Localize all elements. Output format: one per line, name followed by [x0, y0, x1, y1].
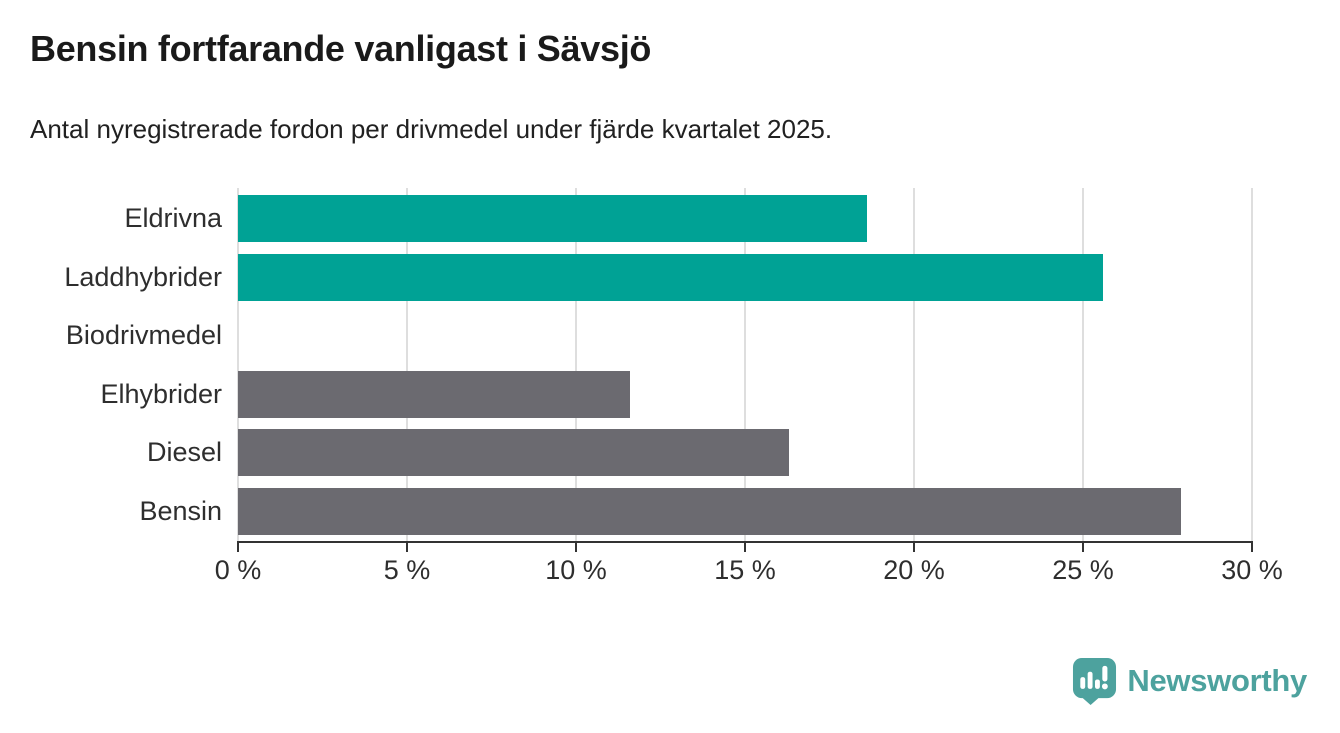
x-axis-tick-25	[1082, 543, 1084, 552]
bar-chart-plot-area: 0 % 5 % 10 % 15 % 20 % 25 % 30 %	[215, 188, 1283, 585]
x-axis-tick-10	[575, 543, 577, 552]
category-label-bensin: Bensin	[139, 496, 222, 526]
x-axis-tick-label-30: 30 %	[1221, 555, 1283, 585]
category-label-elhybrider: Elhybrider	[100, 378, 222, 409]
y-axis-category-labels: Eldrivna Laddhybrider Biodrivmedel Elhybrid…	[0, 188, 222, 541]
x-axis-tick-5	[406, 543, 408, 552]
gridline-10	[575, 188, 577, 541]
gridline-5	[406, 188, 408, 541]
gridline-25	[1082, 188, 1084, 541]
x-axis-tick-label-20: 20 %	[883, 555, 945, 585]
x-axis-tick-label-0: 0 %	[214, 555, 262, 585]
bar-eldrivna	[238, 195, 867, 242]
category-label-biodrivmedel: Biodrivmedel	[65, 320, 222, 351]
x-axis-tick-20	[913, 543, 915, 552]
x-axis-line	[237, 541, 1253, 543]
category-label-laddhybrider: Laddhybrider	[64, 261, 222, 292]
x-axis-tick-label-5: 5 %	[383, 555, 431, 585]
category-label-eldrivna: Eldrivna	[124, 203, 222, 233]
bar-laddhybrider	[238, 253, 1104, 301]
newsworthy-logo: Newsworthy	[1072, 657, 1307, 705]
x-axis-tick-15	[744, 543, 746, 552]
gridline-20	[913, 188, 915, 541]
x-axis-tick-30	[1251, 543, 1253, 552]
gridline-0	[237, 188, 239, 541]
category-label-diesel: Diesel	[146, 437, 222, 468]
x-axis-tick-label-25: 25 %	[1052, 555, 1114, 585]
chart-title: Bensin fortfarande vanligast i Sävsjö	[30, 28, 652, 69]
newsworthy-logo-icon	[1073, 658, 1117, 705]
x-axis-tick-0	[237, 543, 239, 552]
x-axis-tick-label-10: 10 %	[545, 555, 607, 585]
newsworthy-logo-text: Newsworthy	[1127, 663, 1307, 698]
gridline-30	[1251, 188, 1253, 541]
chart-subtitle: Antal nyregistrerade fordon per drivmede…	[30, 114, 833, 144]
bar-diesel	[238, 429, 789, 477]
bar-bensin	[238, 488, 1182, 535]
gridline-15	[744, 188, 746, 541]
x-axis-tick-label-15: 15 %	[714, 555, 776, 585]
bar-elhybrider	[238, 370, 631, 418]
